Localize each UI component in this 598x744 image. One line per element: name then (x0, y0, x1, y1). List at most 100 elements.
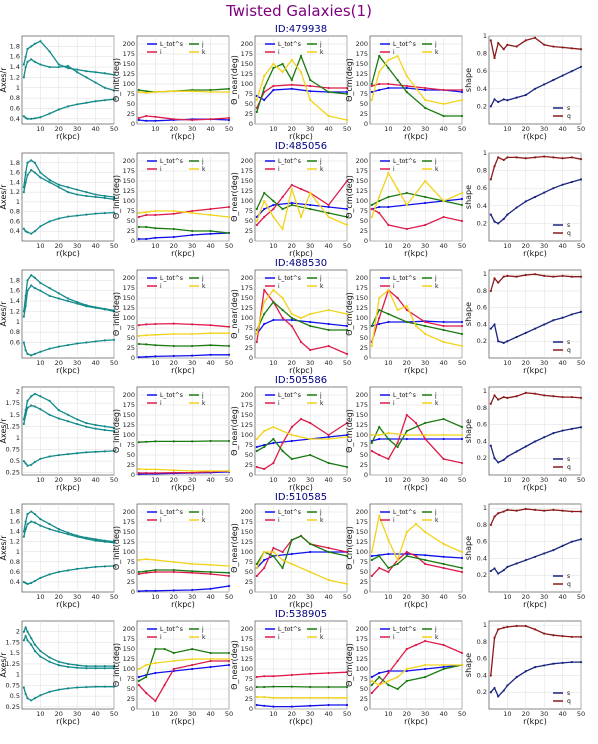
panel-frame (136, 269, 230, 359)
legend-label: k (202, 517, 206, 524)
data-point (378, 675, 381, 679)
data-point (493, 165, 496, 168)
x-tick-label: 40 (206, 710, 214, 718)
data-point (387, 205, 390, 209)
data-point (370, 324, 373, 328)
y-tick-label: 0 (249, 471, 253, 479)
legend-label: j (319, 509, 322, 516)
data-point (378, 437, 381, 441)
data-point (370, 691, 373, 695)
x-tick-label: 10 (269, 476, 277, 484)
data-point (263, 445, 266, 449)
data-point (112, 564, 116, 567)
data-point (94, 71, 97, 74)
data-point (26, 582, 29, 586)
data-point (424, 437, 427, 441)
x-tick-label: 10 (269, 125, 277, 133)
data-point (378, 88, 381, 92)
y-tick-label: 25 (127, 110, 135, 118)
x-axis-label: r(kpc) (171, 249, 195, 258)
data-point (172, 570, 175, 574)
data-point (515, 562, 518, 565)
x-tick-label: 10 (151, 710, 159, 718)
data-point (76, 68, 79, 71)
data-point (191, 323, 194, 326)
data-point (137, 679, 140, 683)
x-tick-label: 20 (522, 125, 530, 133)
data-point (424, 667, 427, 671)
data-point (39, 576, 42, 580)
y-tick-label: 100 (123, 665, 135, 673)
data-point (103, 428, 106, 432)
data-point (66, 215, 70, 218)
y-tick-label: 175 (241, 284, 253, 292)
y-tick-label: 0.25 (6, 703, 20, 711)
y-axis-label: shape (464, 68, 473, 92)
data-point (255, 223, 258, 227)
data-point (94, 100, 97, 103)
y-tick-label: 0 (364, 354, 368, 362)
legend-label: L_tot^s (278, 509, 301, 516)
y-tick-label: 1.6 (10, 169, 20, 177)
data-point (145, 468, 148, 471)
y-tick-label: 50 (127, 334, 135, 342)
data-point (378, 433, 381, 437)
data-point (30, 637, 33, 640)
y-tick-label: 1.4 (10, 528, 20, 536)
x-tick-label: 40 (206, 359, 214, 367)
data-point (103, 667, 106, 670)
data-point (460, 114, 464, 118)
x-tick-label: 50 (343, 593, 351, 601)
y-tick-label: 0.5 (10, 457, 20, 465)
legend-label: s (567, 222, 570, 229)
legend-label: s (567, 105, 570, 112)
legend-label: i (160, 634, 162, 641)
legend-label: j (201, 41, 204, 48)
data-point (103, 339, 106, 342)
data-point (255, 437, 258, 441)
data-point (191, 209, 194, 213)
y-tick-label: 75 (360, 324, 368, 332)
data-point (263, 566, 266, 570)
data-point (145, 691, 148, 695)
data-point (442, 667, 445, 671)
data-point (442, 562, 445, 566)
x-axis-label: r(kpc) (404, 717, 428, 726)
data-point (387, 437, 390, 441)
data-point (561, 429, 564, 432)
data-point (57, 63, 60, 66)
data-point (48, 347, 51, 350)
y-tick-label: 75 (127, 675, 135, 683)
data-point (442, 665, 445, 669)
legend-label: i (393, 634, 395, 641)
x-axis-label: r(kpc) (171, 717, 195, 726)
data-point (405, 552, 408, 556)
data-point (497, 695, 500, 698)
x-tick-label: 10 (151, 476, 159, 484)
data-point (370, 215, 373, 219)
data-point (137, 116, 140, 120)
data-point (561, 157, 564, 160)
row-id-label: ID:538905 (275, 609, 327, 620)
legend-label: i (393, 517, 395, 524)
data-point (345, 550, 349, 554)
data-point (506, 455, 509, 458)
data-point (154, 236, 157, 239)
legend-label: L_tot^s (393, 626, 416, 633)
data-point (39, 281, 42, 285)
data-point (137, 237, 140, 241)
data-point (570, 510, 573, 513)
data-point (22, 341, 25, 344)
data-point (24, 349, 27, 352)
legend-label: L_tot^s (160, 158, 183, 165)
data-point (76, 300, 79, 304)
data-point (493, 636, 496, 639)
data-point (137, 324, 140, 327)
y-tick-label: 0.6 (477, 67, 487, 75)
data-point (552, 508, 555, 511)
data-point (561, 183, 564, 186)
y-tick-label: 1.2 (10, 538, 20, 546)
y-axis-label: Θ_near(deg) (230, 640, 239, 690)
x-axis-label: r(kpc) (56, 717, 80, 726)
legend-label: q (567, 230, 571, 237)
